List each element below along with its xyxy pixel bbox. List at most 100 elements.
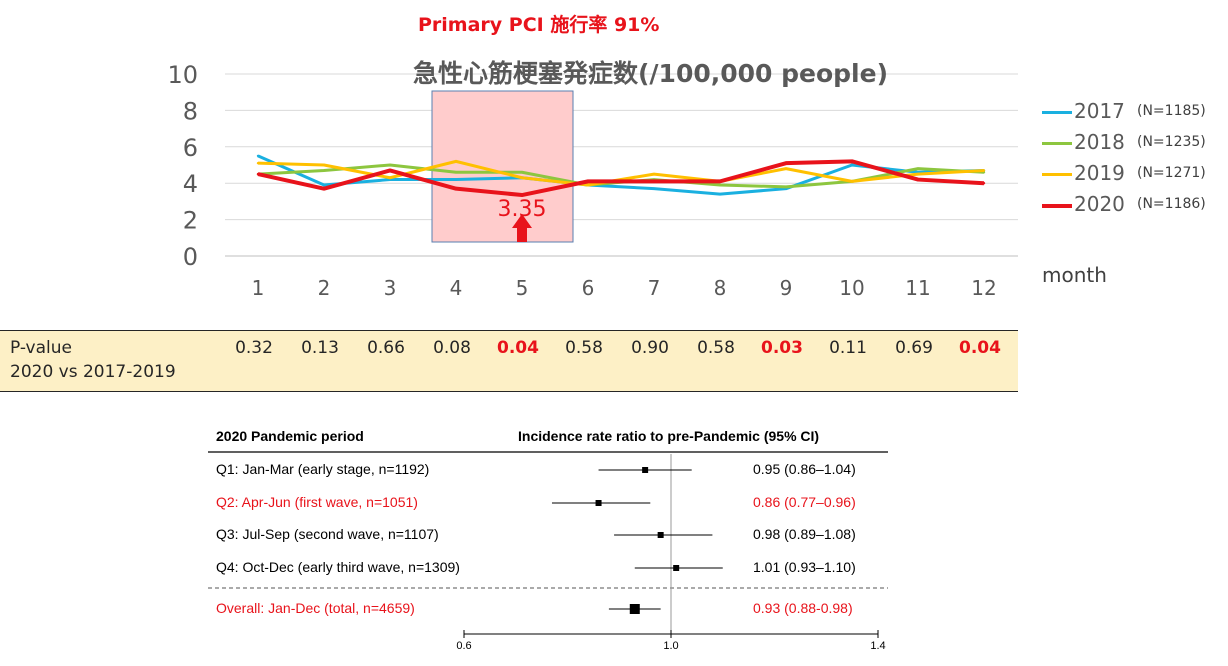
forest-point-estimate [657, 532, 664, 538]
legend-swatch-2018 [1042, 142, 1072, 145]
data-point-2019 [388, 176, 392, 179]
legend-year: 2019 [1074, 161, 1125, 185]
legend-swatch-2020 [1042, 204, 1072, 208]
legend: 2017 (N=1185) 2018 (N=1235) 2019 (N=1271… [1042, 98, 1228, 222]
data-point-2020 [586, 180, 590, 183]
data-point-2020 [256, 172, 260, 176]
x-tick-label: 9 [780, 276, 793, 300]
y-tick-label: 2 [183, 207, 198, 235]
pvalue-cell: 0.13 [301, 338, 339, 358]
data-point-2020 [784, 161, 788, 165]
data-point-2020 [850, 160, 854, 163]
pvalue-cell: 0.04 [497, 338, 539, 358]
pvalue-table: P-value 2020 vs 2017-2019 0.32 0.13 0.66 0.… [0, 330, 1018, 392]
legend-n: (N=1185) [1137, 103, 1206, 119]
y-tick-label: 10 [167, 61, 198, 89]
pvalue-cell: 0.90 [631, 338, 669, 358]
forest-point-estimate [629, 604, 640, 614]
data-point-2017 [850, 163, 854, 167]
legend-item-2019: 2019 (N=1271) [1042, 160, 1228, 191]
data-point-2019 [454, 160, 458, 163]
pvalue-cell: 0.08 [433, 338, 471, 358]
forest-row-ci: 1.01 (0.93–1.10) [753, 559, 856, 575]
data-point-2017 [256, 154, 260, 158]
data-point-2018 [388, 163, 392, 167]
pvalue-cell: 0.11 [829, 338, 867, 358]
y-tick-label: 0 [183, 243, 198, 271]
data-point-2018 [718, 183, 722, 187]
forest-row-ci: 0.93 (0.88-0.98) [753, 600, 853, 616]
legend-item-2018: 2018 (N=1235) [1042, 129, 1228, 160]
x-tick-label: 2 [318, 276, 331, 300]
data-point-2020 [916, 178, 920, 181]
data-point-2019 [322, 163, 326, 167]
forest-point-estimate [673, 565, 680, 571]
pvalue-comparison-label: 2020 vs 2017-2019 [10, 362, 176, 382]
x-tick-label: 1 [252, 276, 265, 300]
data-point-2019 [652, 172, 656, 176]
x-tick-label: 6 [582, 276, 595, 300]
forest-row-label: Overall: Jan-Dec (total, n=4659) [216, 600, 415, 616]
pvalue-cell: 0.32 [235, 338, 273, 358]
data-point-2019 [520, 176, 524, 179]
x-tick-label: 11 [905, 276, 930, 300]
data-point-2018 [520, 171, 524, 174]
legend-item-2020: 2020 (N=1186) [1042, 191, 1228, 222]
data-point-2017 [454, 178, 458, 181]
y-tick-label: 6 [183, 134, 198, 162]
data-point-2019 [256, 161, 260, 165]
data-point-2019 [784, 167, 788, 170]
legend-year: 2018 [1074, 130, 1125, 154]
x-tick-label: 12 [971, 276, 996, 300]
series-line-2020 [257, 159, 985, 198]
x-tick-label: 3 [384, 276, 397, 300]
data-point-2017 [718, 192, 722, 196]
pvalue-cell: 0.69 [895, 338, 933, 358]
annotation-arrow-icon [512, 214, 532, 242]
forest-row-label: Q2: Apr-Jun (first wave, n=1051) [216, 494, 418, 510]
x-tick-label: 8 [714, 276, 727, 300]
legend-item-2017: 2017 (N=1185) [1042, 98, 1228, 129]
pvalue-cell: 0.58 [697, 338, 735, 358]
y-tick-label: 4 [183, 170, 198, 198]
forest-row-ci: 0.95 (0.86–1.04) [753, 461, 856, 477]
legend-n: (N=1235) [1137, 134, 1206, 150]
forest-x-tick-label: 0.6 [456, 640, 472, 652]
legend-n: (N=1186) [1137, 196, 1206, 212]
data-point-2020 [652, 180, 656, 183]
data-point-2020 [520, 193, 524, 197]
x-tick-label: 4 [450, 276, 463, 300]
forest-point-estimate [595, 500, 602, 506]
x-tick-label: 5 [516, 276, 529, 300]
forest-header-ratio: Incidence rate ratio to pre-Pandemic (95… [518, 428, 820, 444]
forest-row-ci: 0.86 (0.77–0.96) [753, 494, 856, 510]
data-point-2017 [652, 187, 656, 190]
forest-row-ci: 0.98 (0.89–1.08) [753, 526, 856, 542]
forest-x-tick-label: 1.4 [870, 640, 886, 652]
pvalue-cell: 0.58 [565, 338, 603, 358]
data-point-2019 [586, 183, 590, 187]
pci-rate-title: Primary PCI 施行率 91% [418, 14, 660, 36]
forest-plot-graphic [208, 451, 888, 638]
data-point-2020 [982, 182, 986, 185]
forest-plot: 2020 Pandemic period Incidence rate rati… [208, 418, 888, 666]
forest-row-label: Q4: Oct-Dec (early third wave, n=1309) [216, 559, 460, 575]
data-point-2018 [322, 169, 326, 172]
forest-row-label: Q1: Jan-Mar (early stage, n=1192) [216, 461, 430, 477]
highlight-box [431, 90, 574, 243]
data-point-2019 [916, 172, 920, 176]
pvalue-cell: 0.04 [959, 338, 1001, 358]
data-point-2019 [982, 169, 986, 172]
forest-header-period: 2020 Pandemic period [216, 428, 364, 444]
data-point-2017 [322, 183, 326, 187]
data-point-2018 [784, 185, 788, 189]
data-point-2018 [454, 171, 458, 174]
data-point-2020 [454, 187, 458, 190]
data-point-2019 [850, 180, 854, 183]
x-axis-label: month [1042, 263, 1107, 287]
data-point-2020 [322, 187, 326, 190]
y-tick-label: 8 [183, 97, 198, 125]
data-point-2020 [388, 169, 392, 172]
